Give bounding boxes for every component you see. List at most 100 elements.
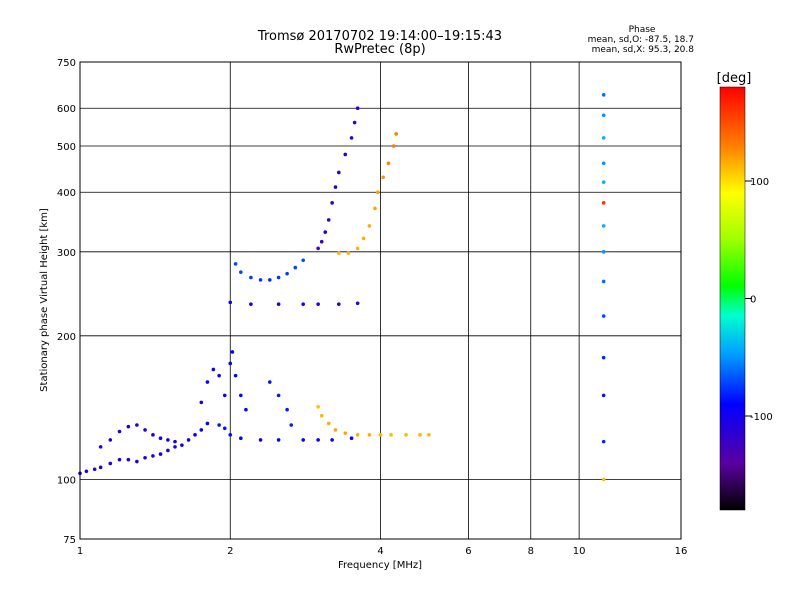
- data-point: [394, 132, 398, 136]
- data-point: [228, 433, 233, 437]
- data-point: [108, 461, 113, 466]
- data-point: [249, 302, 253, 306]
- y-tick-label: 750: [57, 58, 76, 69]
- data-point: [319, 413, 324, 418]
- data-point: [285, 407, 289, 412]
- y-tick-label: 500: [57, 142, 76, 153]
- y-tick-label: 200: [57, 332, 76, 343]
- data-point: [143, 455, 147, 460]
- data-point: [267, 380, 272, 384]
- data-point: [389, 433, 393, 437]
- data-point: [126, 457, 131, 462]
- data-point: [217, 423, 221, 427]
- data-point: [217, 373, 221, 378]
- data-point: [92, 467, 97, 472]
- data-point: [205, 380, 210, 384]
- data-point: [343, 431, 348, 435]
- colorbar: [719, 86, 746, 511]
- data-point: [258, 278, 263, 282]
- stats-line-o: mean, sd,O: -87.5, 18.7: [588, 35, 694, 45]
- data-point: [378, 433, 383, 437]
- data-point: [355, 246, 360, 251]
- data-point: [427, 433, 431, 437]
- grid-lines: [80, 62, 681, 539]
- y-tick-label: 100: [57, 475, 76, 486]
- data-point: [355, 106, 360, 111]
- data-point: [391, 144, 396, 148]
- data-point: [316, 246, 320, 251]
- data-points: [78, 93, 606, 482]
- data-point: [601, 439, 606, 444]
- data-point: [117, 429, 122, 434]
- data-point: [367, 433, 372, 437]
- x-tick-label: 2: [227, 546, 233, 557]
- data-point: [108, 438, 113, 442]
- data-point: [166, 448, 170, 453]
- data-point: [98, 465, 103, 470]
- data-point: [330, 201, 334, 205]
- data-point: [337, 302, 341, 306]
- data-point: [228, 361, 233, 366]
- data-point: [323, 230, 328, 234]
- data-point: [326, 421, 331, 426]
- x-tick-labels: 1 2 4 6 8 10 16: [77, 546, 688, 557]
- data-point: [173, 439, 177, 444]
- data-point: [326, 218, 331, 222]
- data-point: [381, 175, 385, 180]
- y-axis-label: Stationary phase Virtual Height [km]: [39, 208, 50, 392]
- data-point: [222, 426, 227, 431]
- stats-header: Phase: [629, 25, 656, 35]
- data-point: [151, 454, 155, 458]
- data-point: [601, 113, 606, 118]
- data-point: [337, 170, 341, 175]
- plot-frame: [79, 61, 682, 540]
- x-tick-label: 6: [465, 546, 471, 557]
- data-point: [352, 120, 357, 125]
- data-point: [233, 262, 238, 266]
- data-point: [373, 206, 377, 211]
- data-point: [343, 152, 348, 157]
- data-point: [249, 275, 253, 280]
- colorbar-tick-label: 0: [750, 295, 756, 306]
- data-point: [151, 433, 155, 437]
- data-point: [601, 393, 606, 398]
- data-point: [239, 436, 243, 441]
- data-point: [126, 424, 131, 429]
- colorbar-label: [deg]: [717, 71, 752, 86]
- data-point: [117, 457, 122, 462]
- data-point: [601, 93, 606, 97]
- data-point: [316, 302, 320, 306]
- data-point: [346, 251, 351, 256]
- data-point: [316, 404, 320, 409]
- data-point: [186, 438, 191, 442]
- data-point: [158, 452, 163, 456]
- data-point: [601, 201, 606, 205]
- data-point: [601, 355, 606, 360]
- y-tick-label: 75: [63, 535, 76, 546]
- data-point: [173, 445, 177, 449]
- x-tick-label: 10: [573, 546, 586, 557]
- data-point: [601, 279, 606, 284]
- data-point: [276, 393, 281, 398]
- data-point: [601, 161, 606, 166]
- data-point: [199, 428, 204, 432]
- data-point: [285, 271, 289, 276]
- data-point: [239, 393, 243, 398]
- chart-subtitle: RwPretec (8p): [334, 42, 425, 57]
- data-point: [258, 438, 263, 442]
- data-point: [293, 265, 298, 270]
- data-point: [375, 190, 380, 195]
- data-point: [301, 302, 305, 306]
- data-point: [205, 421, 210, 426]
- colorbar-tick-label: -100: [750, 412, 773, 423]
- colorbar-tick-label: 100: [750, 177, 769, 188]
- chart-title: Tromsø 20170702 19:14:00–19:15:43: [257, 29, 502, 44]
- data-point: [267, 278, 272, 282]
- stats-line-x: mean, sd,X: 95.3, 20.8: [592, 45, 695, 55]
- data-point: [180, 443, 184, 447]
- data-point: [601, 180, 606, 184]
- data-point: [301, 258, 305, 263]
- data-point: [244, 407, 248, 412]
- data-point: [166, 438, 170, 442]
